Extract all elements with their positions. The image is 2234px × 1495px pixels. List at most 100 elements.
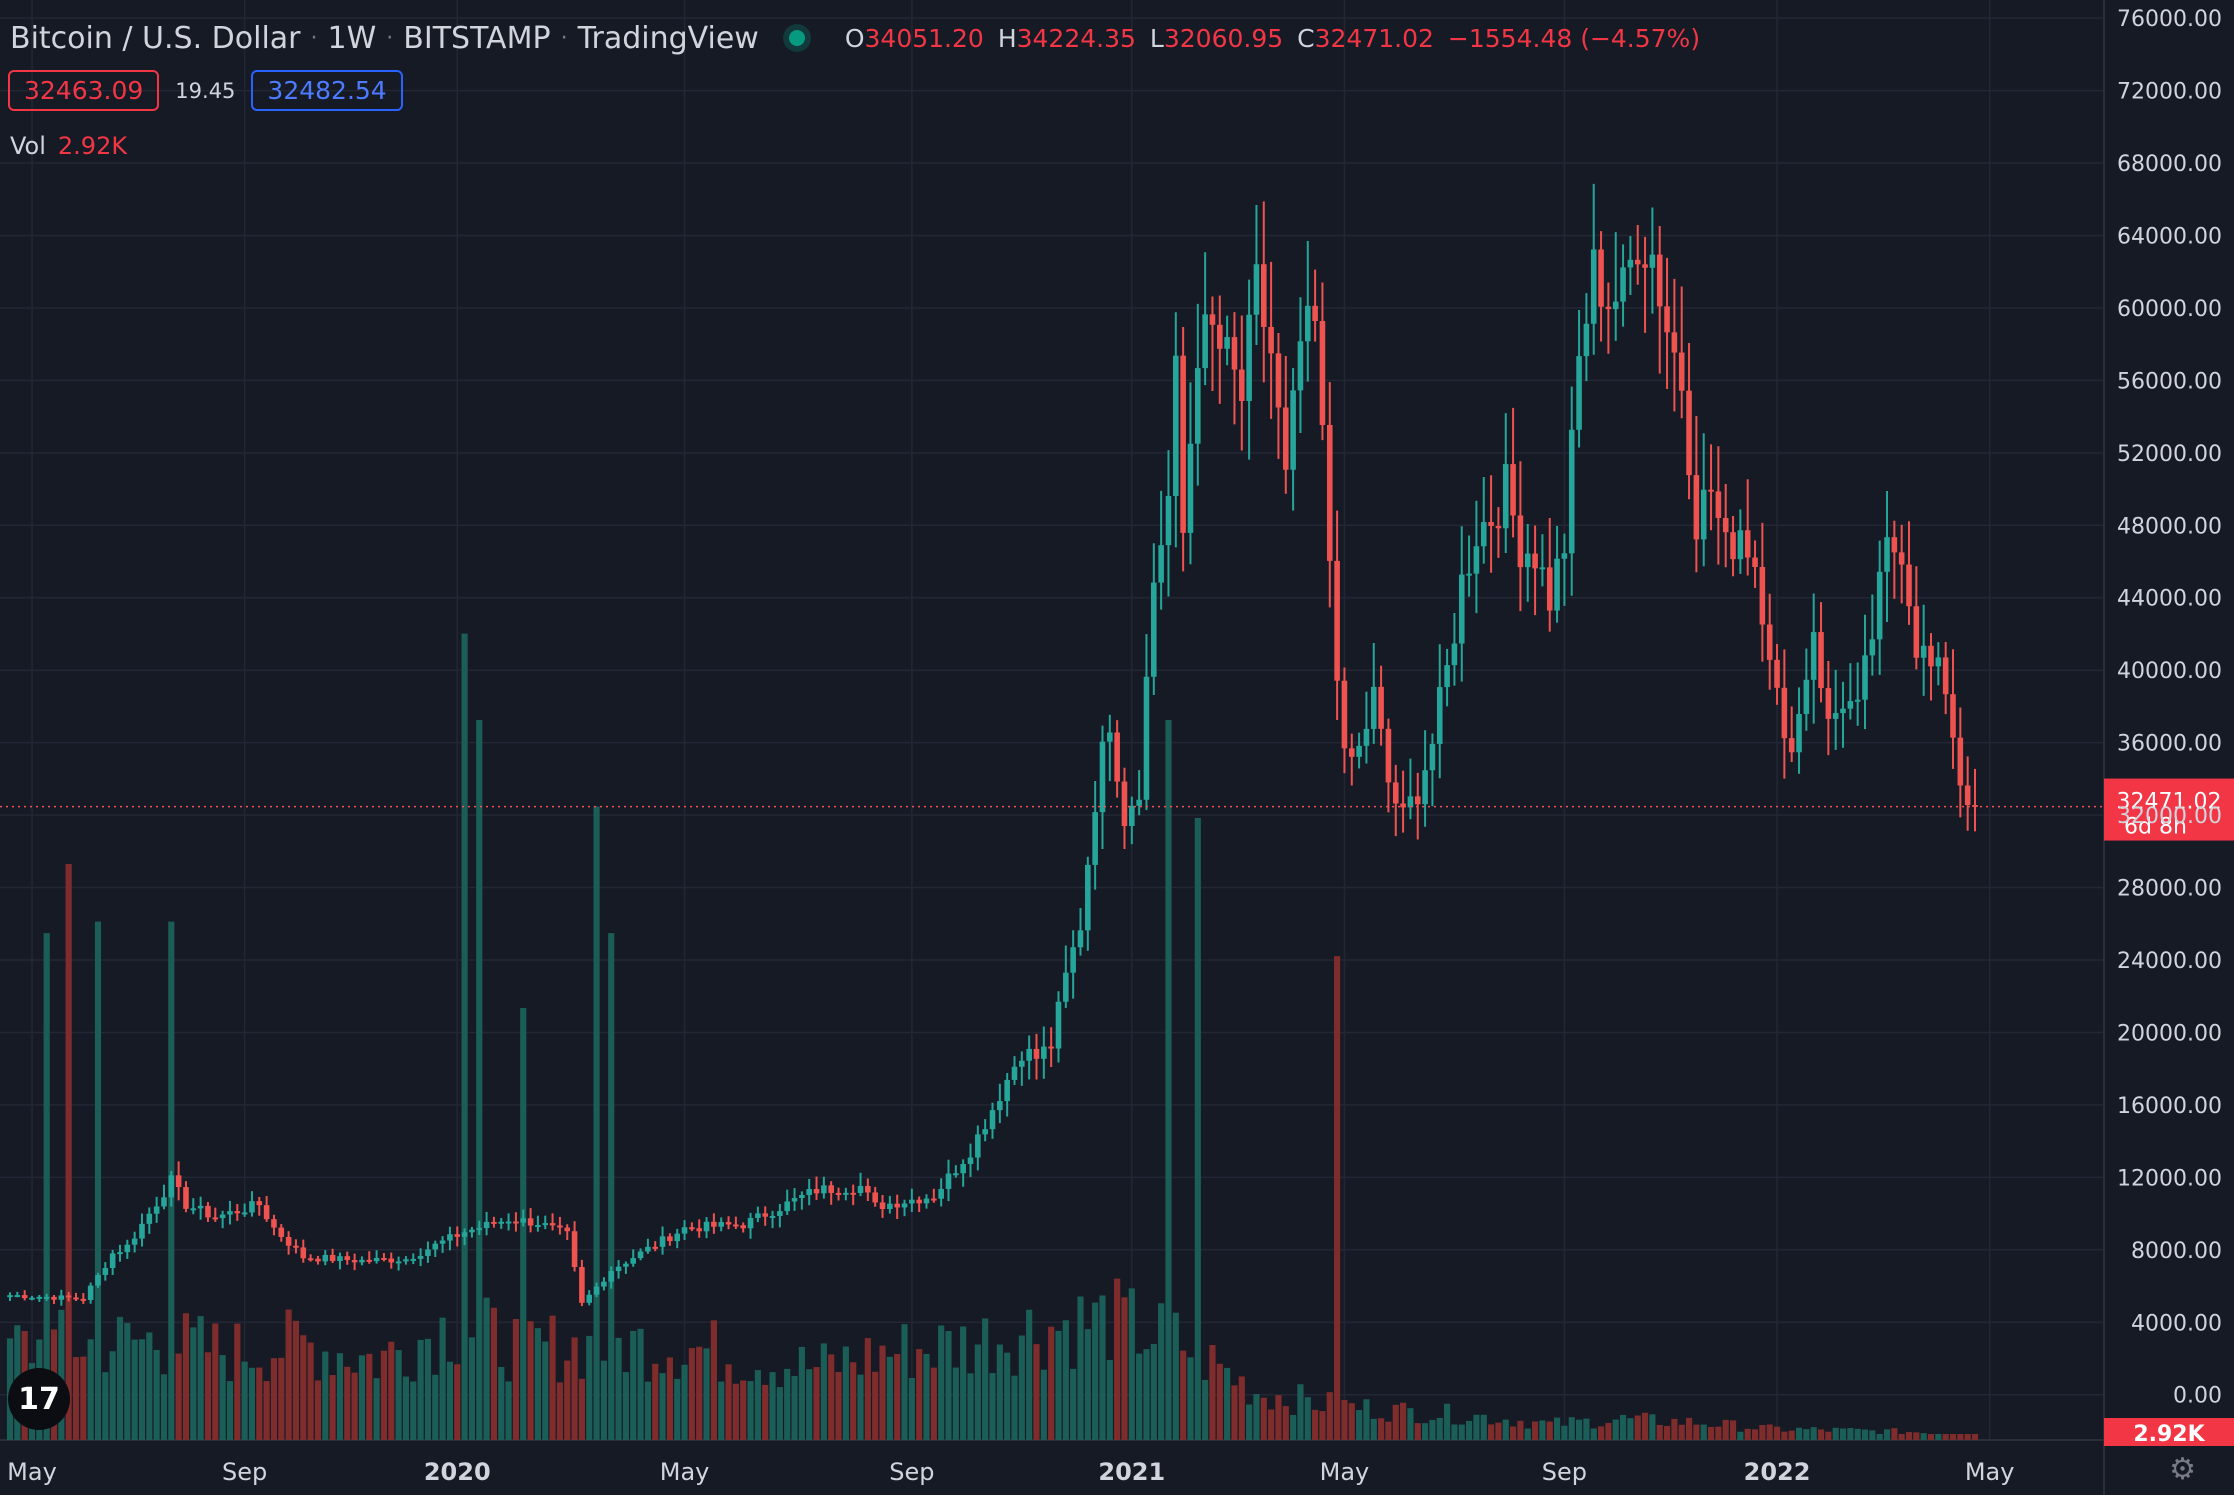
volume-bar [762,1384,769,1440]
candle-body [505,1221,512,1224]
symbol-title[interactable]: Bitcoin / U.S. Dollar [10,20,301,56]
volume-bar [1737,1431,1744,1440]
candle-body [1055,1001,1062,1049]
volume-bar [1319,1411,1326,1440]
volume-bar [483,1297,490,1440]
volume-bar [94,921,102,1440]
buy-price-button[interactable]: 32482.54 [251,70,403,111]
price-tick-label: 16000.00 [2117,1094,2222,1119]
volume-bar [1370,1418,1377,1440]
volume-bar [314,1380,322,1440]
volume-bar [1209,1345,1216,1440]
volume-bar [864,1338,871,1440]
market-open-status-icon[interactable] [788,30,805,46]
separator: · [386,25,394,51]
exchange-label: BITSTAMP [403,20,551,56]
volume-bar [1509,1426,1517,1440]
separator: · [560,25,568,51]
candle-body [1928,645,1934,667]
volume-bar [967,1373,974,1440]
candle-body [1290,390,1296,470]
candle-body [982,1129,988,1135]
price-tick-label: 8000.00 [2131,1239,2222,1264]
volume-bar [1180,1350,1187,1440]
candle-body [1781,687,1788,739]
candle-body [1092,812,1098,865]
volume-bar [1334,956,1341,1440]
volume-bar [1114,1278,1121,1440]
volume-bar [637,1328,644,1440]
volume-bar [1011,1375,1018,1440]
candle-body [1165,495,1172,546]
candle-body [344,1256,351,1261]
candle-body [1546,567,1553,611]
candle-body [1686,390,1692,476]
candle-body [403,1259,409,1262]
volume-bar [1356,1410,1363,1440]
candle-body [1488,522,1494,526]
volume-bar [776,1387,783,1440]
volume-bar [549,1315,556,1440]
candle-body [1598,249,1604,307]
tradingview-logo-icon[interactable]: 17 [8,1368,70,1430]
volume-bar [1048,1326,1055,1440]
volume-bar [1773,1426,1781,1440]
volume-bar [395,1350,402,1440]
volume-bar [930,1367,937,1440]
volume-bar [153,1349,160,1440]
volume-bar [666,1357,673,1440]
volume-bar [248,1367,256,1440]
candle-body [593,1286,600,1295]
candle-body [219,1214,226,1219]
volume-bar [1326,1392,1333,1440]
candle-body [1414,796,1421,805]
volume-bar [1502,1419,1509,1440]
volume-bar [1216,1363,1223,1440]
volume-bar [586,1335,593,1440]
candle-body [373,1257,380,1262]
volume-bar [1084,1329,1091,1440]
volume-bar [1766,1424,1773,1440]
volume-bar [322,1351,329,1440]
gear-icon[interactable]: ⚙ [2169,1452,2196,1487]
volume-bar [263,1381,270,1440]
volume-bar [740,1380,747,1440]
volume-bar [468,1337,476,1440]
volume-bar [1729,1420,1737,1440]
time-tick-label: May [1320,1458,1370,1486]
candle-body [1847,701,1854,709]
quote-panel: 32463.09 19.45 32482.54 [8,70,403,111]
candle-body [835,1192,842,1195]
volume-bar [952,1367,959,1440]
candle-body [1935,657,1942,667]
price-tick-label: 72000.00 [2117,80,2222,105]
volume-bar [593,806,600,1440]
volume-bar [336,1353,344,1440]
volume-bar [65,864,72,1440]
time-tick-label: Sep [222,1458,267,1486]
candle-body [1121,781,1128,827]
candle-body [1261,264,1267,327]
volume-bar [608,933,615,1440]
sell-price-button[interactable]: 32463.09 [8,70,160,111]
candle-body [1876,571,1883,640]
volume-bar [718,1381,725,1440]
candle-body [1796,713,1802,753]
time-axis[interactable]: May Sep 2020 May Sep 2021 May Sep 2022 May [7,1458,2014,1486]
interval-label[interactable]: 1W [327,20,377,56]
volume-bar [945,1331,952,1440]
candle-body [1744,530,1751,558]
candle-body [1906,564,1912,607]
candle-body [923,1198,930,1204]
candle-body [1334,560,1340,681]
candle-body [1173,355,1179,496]
candle-body [447,1234,453,1241]
volume-bar [1590,1428,1597,1440]
candle-body [799,1195,805,1199]
candle-body [557,1225,563,1228]
candle-body [1502,464,1509,529]
candle-body [14,1295,21,1298]
volume-bar [527,1321,534,1440]
price-axis[interactable]: 76000.00 72000.00 68000.00 64000.00 60000.00… [2117,7,2222,1409]
